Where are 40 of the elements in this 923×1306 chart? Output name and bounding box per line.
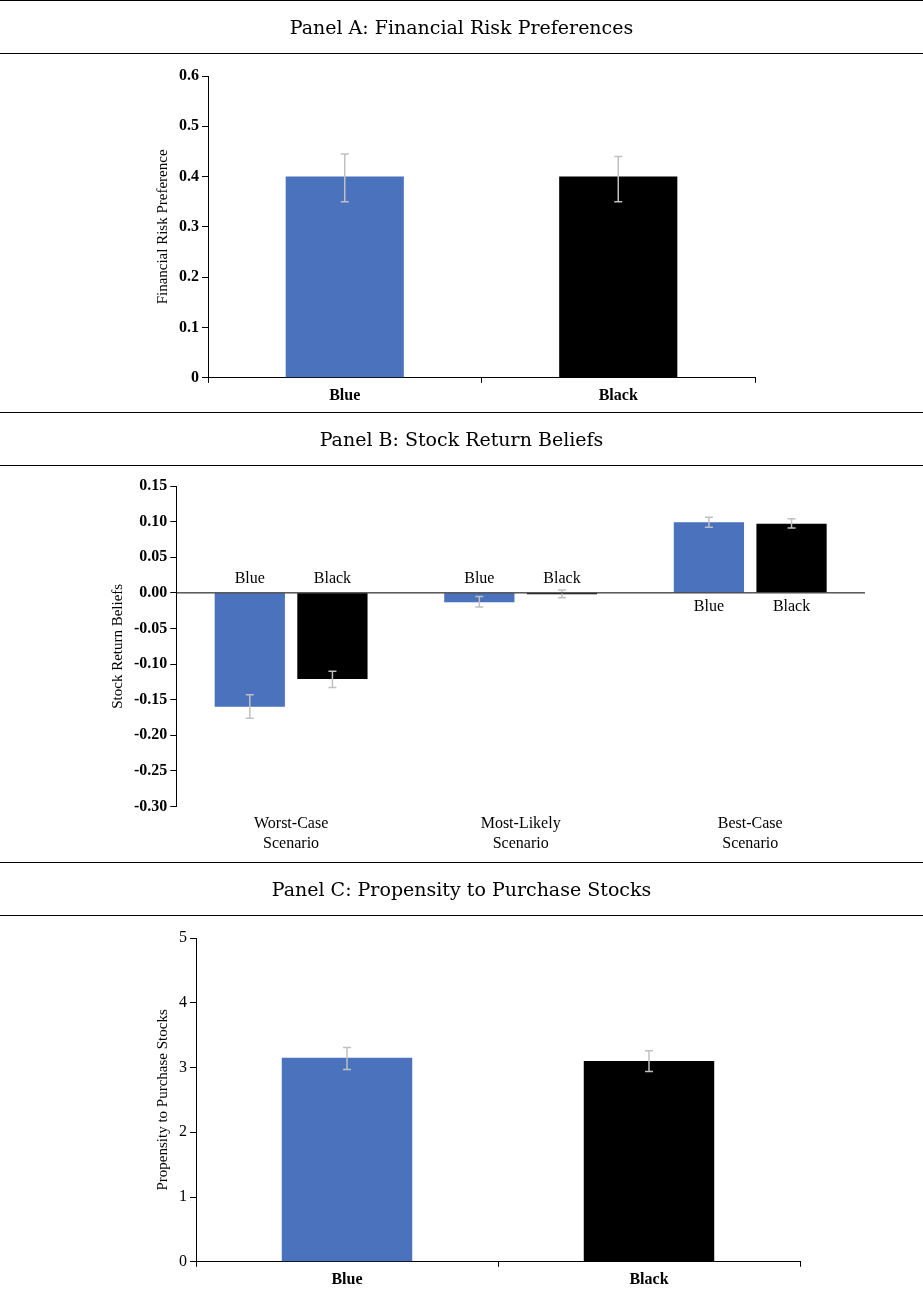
text: Blue — [464, 569, 495, 587]
y-tick-label: 0.6 — [179, 66, 199, 84]
y-tick-label: -0.05 — [134, 618, 168, 636]
y-tick-label: 0 — [179, 1252, 187, 1269]
y-tick-label: 0.5 — [179, 116, 199, 134]
chart-title: Panel B: Stock Return Beliefs — [0, 412, 923, 466]
bar — [673, 522, 745, 593]
y-tick-label: 1 — [179, 1187, 187, 1205]
text: Black — [313, 569, 352, 587]
x-tick-label: Worst-Case Scenario — [253, 814, 329, 851]
y-tick-label: 0.10 — [139, 511, 168, 529]
text: Blue — [234, 569, 265, 587]
chart-title: Panel C: Propensity to Purchase Stocks — [0, 862, 923, 916]
y-tick-label: 5 — [179, 928, 187, 946]
y-tick-label: 0.15 — [139, 476, 168, 494]
bar — [214, 593, 285, 707]
y-tick-label: -0.15 — [134, 689, 168, 707]
chart-title: Panel A: Financial Risk Preferences — [0, 0, 923, 54]
y-tick-label: 4 — [179, 992, 187, 1010]
x-tick-label: Best-Case Scenario — [717, 814, 783, 851]
x-tick-label: Most-Likely Scenario — [480, 814, 561, 851]
y-tick-label: -0.30 — [134, 796, 168, 814]
text: Black — [543, 569, 581, 587]
y-axis-title: Propensity to Purchase Stocks — [153, 1009, 170, 1191]
y-tick-label: -0.25 — [134, 761, 168, 779]
y-tick-label: 0.05 — [139, 547, 168, 565]
y-axis-title: Stock Return Beliefs — [108, 583, 125, 709]
series-label: Black — [772, 597, 811, 615]
y-tick-label: -0.20 — [134, 725, 168, 743]
y-tick-label: 0.1 — [179, 317, 199, 335]
y-tick-label: 0.4 — [179, 166, 199, 184]
y-axis-title: Financial Risk Preference — [153, 149, 170, 305]
y-tick-label: -0.10 — [134, 654, 168, 672]
y-tick-label: 2 — [179, 1122, 187, 1140]
y-tick-label: 0 — [191, 367, 199, 385]
y-tick-label: 0.00 — [139, 583, 168, 601]
series-label: Blue — [693, 597, 725, 615]
y-tick-label: 3 — [179, 1057, 187, 1075]
y-tick-label: 0.2 — [179, 267, 199, 285]
y-tick-label: 0.3 — [179, 217, 199, 235]
